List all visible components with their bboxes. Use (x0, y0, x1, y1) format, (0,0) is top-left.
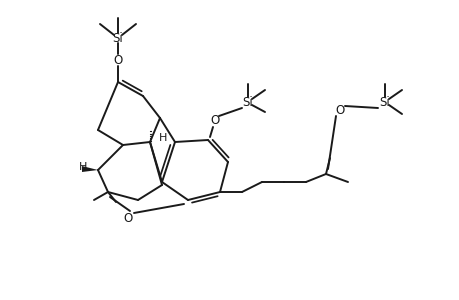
Text: Si: Si (379, 95, 390, 109)
Text: H: H (158, 133, 167, 143)
Text: O: O (113, 53, 123, 67)
Text: H: H (78, 162, 87, 172)
Polygon shape (82, 166, 98, 172)
Text: Si: Si (112, 32, 123, 44)
Text: O: O (210, 113, 219, 127)
Text: Si: Si (242, 95, 253, 109)
Text: O: O (123, 212, 132, 224)
Text: O: O (335, 103, 344, 116)
